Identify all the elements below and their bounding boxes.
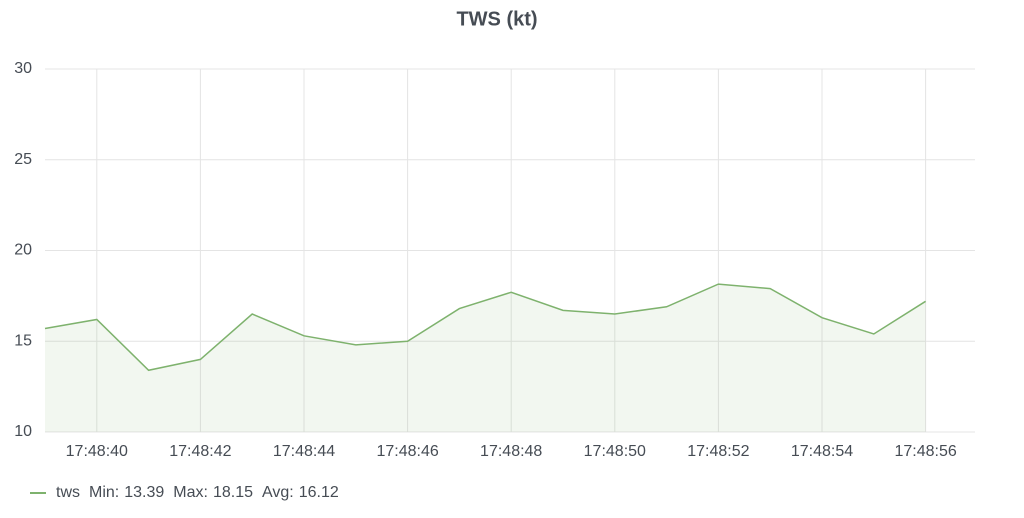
x-tick-label: 17:48:48 [480,443,542,460]
x-tick-label: 17:48:44 [273,443,335,460]
y-tick-label: 20 [14,242,32,259]
x-tick-label: 17:48:40 [66,443,128,460]
line [44,283,927,372]
legend-stat-value: 18.15 [213,484,253,501]
chart-title: TWS (kt) [456,8,537,30]
legend-stat-label: Avg: [262,484,294,501]
area [45,284,926,432]
x-tick-label: 17:48:42 [169,443,231,460]
x-tick-label: 17:48:54 [791,443,853,460]
y-tick-label: 10 [14,423,32,440]
legend-name: tws [56,484,80,501]
y-tick-label: 25 [14,151,32,168]
legend-stat-label: Max: [173,484,208,501]
y-tick-label: 30 [14,60,32,77]
y-tick-label: 15 [14,332,32,349]
legend-stat-value: 16.12 [299,484,339,501]
x-tick-label: 17:48:46 [376,443,438,460]
x-tick-label: 17:48:56 [894,443,956,460]
legend-entry: tws Min: 13.39 Max: 18.15 Avg: 16.12 [56,484,339,501]
x-tick-label: 17:48:52 [687,443,749,460]
legend-stat-value: 13.39 [124,484,164,501]
x-tick-label: 17:48:50 [584,443,646,460]
legend-stat-label: Min: [89,484,119,501]
